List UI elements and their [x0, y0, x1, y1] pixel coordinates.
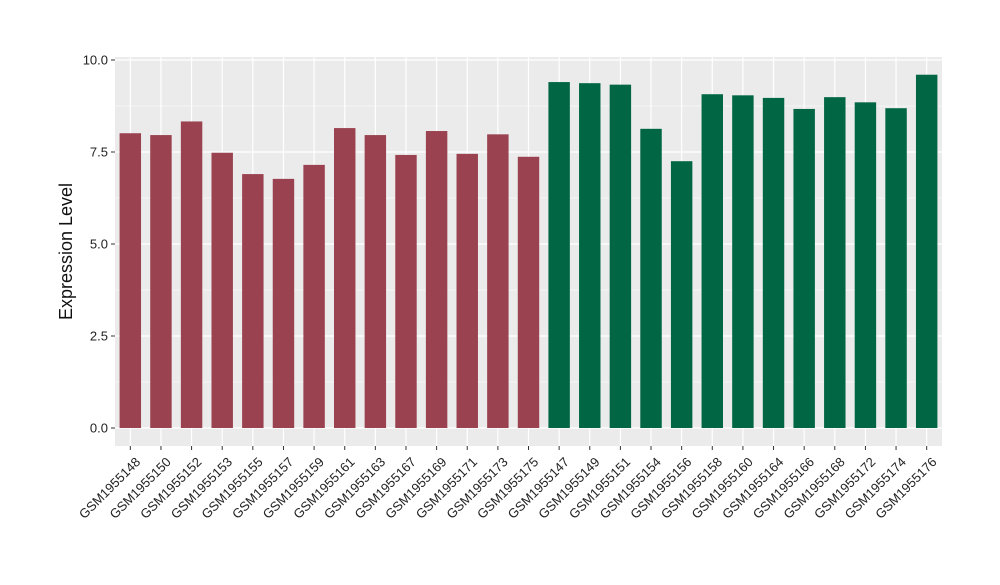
bar-GSM1955173 [487, 134, 509, 428]
y-tick-label: 0.0 [90, 421, 108, 436]
x-axis: GSM1955148GSM1955150GSM1955152GSM1955153… [76, 446, 940, 522]
bar-GSM1955164 [762, 97, 785, 429]
bar-GSM1955156 [670, 161, 693, 428]
bar-GSM1955151 [609, 84, 632, 428]
bar-GSM1955147 [548, 82, 570, 428]
bar-GSM1955175 [517, 156, 540, 428]
y-tick-label: 2.5 [90, 329, 108, 344]
bar-GSM1955160 [732, 95, 754, 428]
y-tick-label: 10.0 [83, 53, 108, 68]
bar-GSM1955159 [303, 164, 325, 428]
bar-GSM1955169 [425, 131, 448, 429]
bar-GSM1955153 [211, 152, 233, 428]
bar-GSM1955158 [701, 94, 723, 428]
bar-GSM1955149 [579, 83, 601, 429]
y-tick-label: 7.5 [90, 145, 108, 160]
bar-GSM1955174 [885, 108, 907, 428]
bar-GSM1955167 [395, 154, 417, 428]
bars [119, 74, 938, 429]
bar-GSM1955150 [150, 135, 172, 428]
bar-GSM1955157 [272, 178, 295, 428]
bar-GSM1955148 [119, 133, 142, 428]
y-axis: 0.0 2.5 5.0 7.5 10.0 [83, 53, 115, 436]
bar-GSM1955163 [364, 135, 387, 428]
y-tick-label: 5.0 [90, 237, 108, 252]
bar-GSM1955152 [180, 121, 203, 429]
bar-GSM1955172 [854, 102, 877, 428]
bar-GSM1955161 [334, 128, 356, 428]
bar-GSM1955168 [824, 97, 846, 428]
bar-GSM1955166 [793, 108, 815, 428]
bar-GSM1955154 [640, 128, 662, 429]
bar-GSM1955171 [456, 153, 478, 428]
bar-GSM1955155 [242, 174, 264, 428]
bar-GSM1955176 [915, 74, 938, 428]
y-axis-label: Expression Level [56, 183, 76, 320]
